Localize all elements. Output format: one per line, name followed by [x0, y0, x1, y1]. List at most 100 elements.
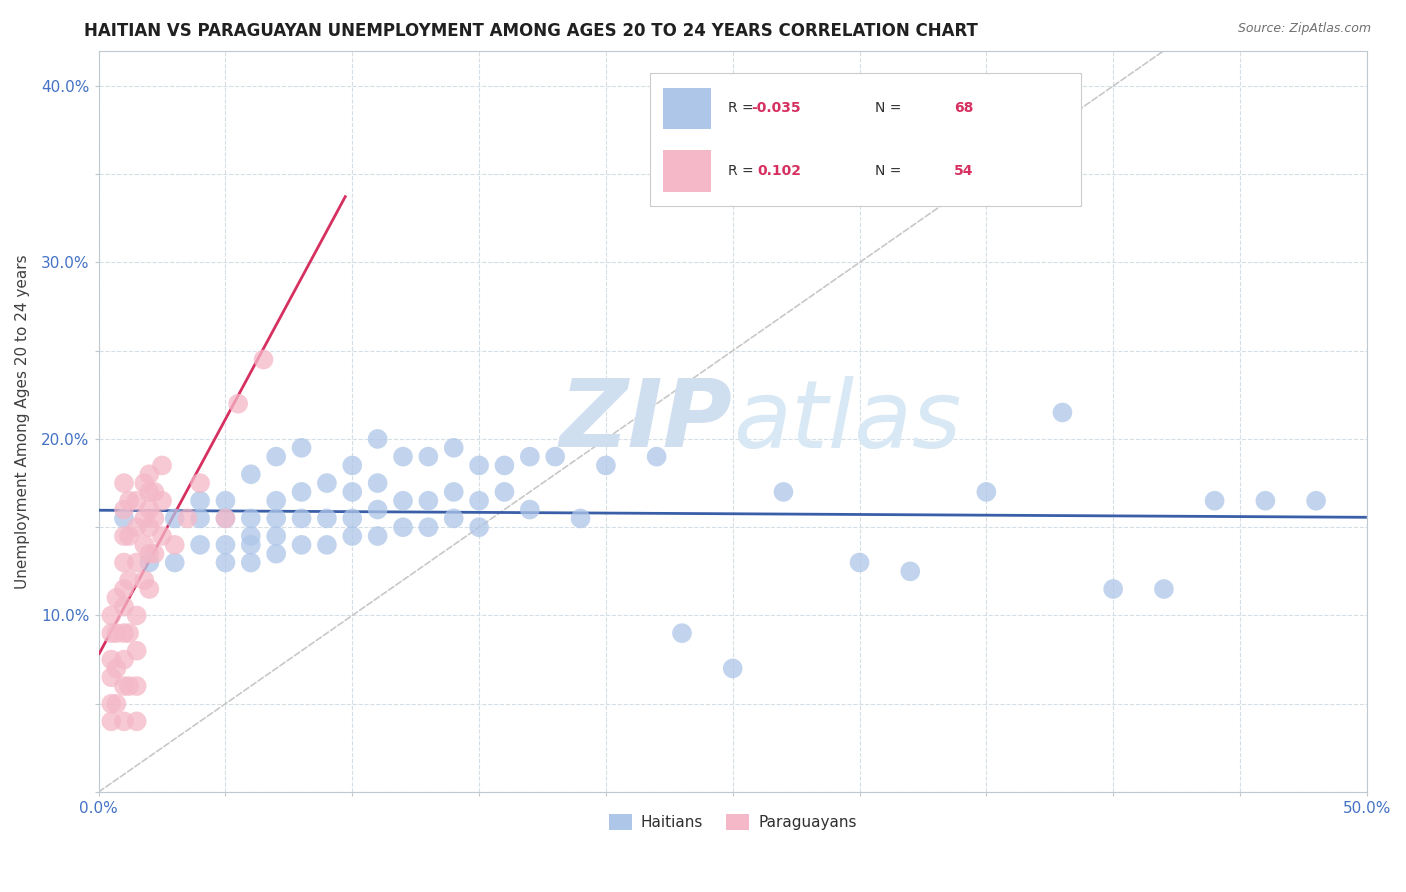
- Point: [138, 582, 160, 596]
- Point: [595, 458, 617, 473]
- Point: [100, 608, 122, 623]
- Point: [1305, 493, 1327, 508]
- Point: [342, 529, 364, 543]
- Text: HAITIAN VS PARAGUAYAN UNEMPLOYMENT AMONG AGES 20 TO 24 YEARS CORRELATION CHART: HAITIAN VS PARAGUAYAN UNEMPLOYMENT AMONG…: [84, 22, 979, 40]
- Point: [1153, 582, 1175, 596]
- Point: [264, 511, 287, 525]
- Point: [163, 511, 186, 525]
- Point: [100, 697, 122, 711]
- Point: [392, 493, 415, 508]
- Point: [252, 352, 274, 367]
- Point: [367, 432, 389, 446]
- Point: [290, 441, 312, 455]
- Point: [392, 450, 415, 464]
- Text: atlas: atlas: [733, 376, 960, 467]
- Point: [188, 476, 211, 491]
- Point: [105, 626, 128, 640]
- Y-axis label: Unemployment Among Ages 20 to 24 years: Unemployment Among Ages 20 to 24 years: [15, 254, 30, 589]
- Point: [112, 529, 135, 543]
- Point: [100, 652, 122, 666]
- Point: [134, 476, 156, 491]
- Point: [134, 573, 156, 587]
- Point: [138, 502, 160, 516]
- Point: [118, 493, 141, 508]
- Point: [105, 591, 128, 605]
- Point: [125, 679, 148, 693]
- Point: [367, 476, 389, 491]
- Point: [290, 484, 312, 499]
- Point: [118, 529, 141, 543]
- Point: [1204, 493, 1226, 508]
- Point: [569, 511, 592, 525]
- Point: [1102, 582, 1125, 596]
- Point: [100, 626, 122, 640]
- Point: [214, 511, 236, 525]
- Point: [316, 476, 339, 491]
- Point: [468, 520, 491, 534]
- Point: [367, 502, 389, 516]
- Point: [544, 450, 567, 464]
- Point: [138, 484, 160, 499]
- Point: [443, 441, 465, 455]
- Text: Source: ZipAtlas.com: Source: ZipAtlas.com: [1237, 22, 1371, 36]
- Point: [112, 679, 135, 693]
- Point: [150, 493, 173, 508]
- Point: [772, 484, 794, 499]
- Point: [645, 450, 668, 464]
- Point: [264, 493, 287, 508]
- Point: [112, 476, 135, 491]
- Point: [143, 511, 166, 525]
- Point: [290, 538, 312, 552]
- Point: [214, 556, 236, 570]
- Point: [138, 547, 160, 561]
- Point: [898, 565, 921, 579]
- Point: [519, 450, 541, 464]
- Point: [118, 573, 141, 587]
- Point: [112, 652, 135, 666]
- Point: [112, 556, 135, 570]
- Point: [143, 484, 166, 499]
- Point: [138, 520, 160, 534]
- Point: [125, 714, 148, 729]
- Point: [468, 458, 491, 473]
- Point: [125, 608, 148, 623]
- Point: [134, 538, 156, 552]
- Point: [125, 644, 148, 658]
- Point: [264, 529, 287, 543]
- Point: [316, 511, 339, 525]
- Point: [418, 493, 440, 508]
- Point: [848, 556, 870, 570]
- Point: [519, 502, 541, 516]
- Point: [367, 529, 389, 543]
- Point: [188, 538, 211, 552]
- Point: [112, 599, 135, 614]
- Point: [239, 511, 262, 525]
- Point: [138, 467, 160, 482]
- Point: [418, 450, 440, 464]
- Point: [342, 511, 364, 525]
- Point: [290, 511, 312, 525]
- Point: [721, 661, 744, 675]
- Point: [176, 511, 198, 525]
- Point: [105, 661, 128, 675]
- Point: [342, 484, 364, 499]
- Point: [494, 458, 516, 473]
- Point: [112, 582, 135, 596]
- Point: [264, 547, 287, 561]
- Point: [239, 556, 262, 570]
- Point: [226, 397, 249, 411]
- Point: [1052, 405, 1074, 419]
- Point: [342, 458, 364, 473]
- Point: [125, 556, 148, 570]
- Point: [671, 626, 693, 640]
- Point: [118, 626, 141, 640]
- Point: [392, 520, 415, 534]
- Point: [239, 538, 262, 552]
- Point: [118, 679, 141, 693]
- Point: [316, 538, 339, 552]
- Point: [112, 511, 135, 525]
- Point: [214, 493, 236, 508]
- Point: [264, 450, 287, 464]
- Point: [100, 714, 122, 729]
- Point: [1254, 493, 1277, 508]
